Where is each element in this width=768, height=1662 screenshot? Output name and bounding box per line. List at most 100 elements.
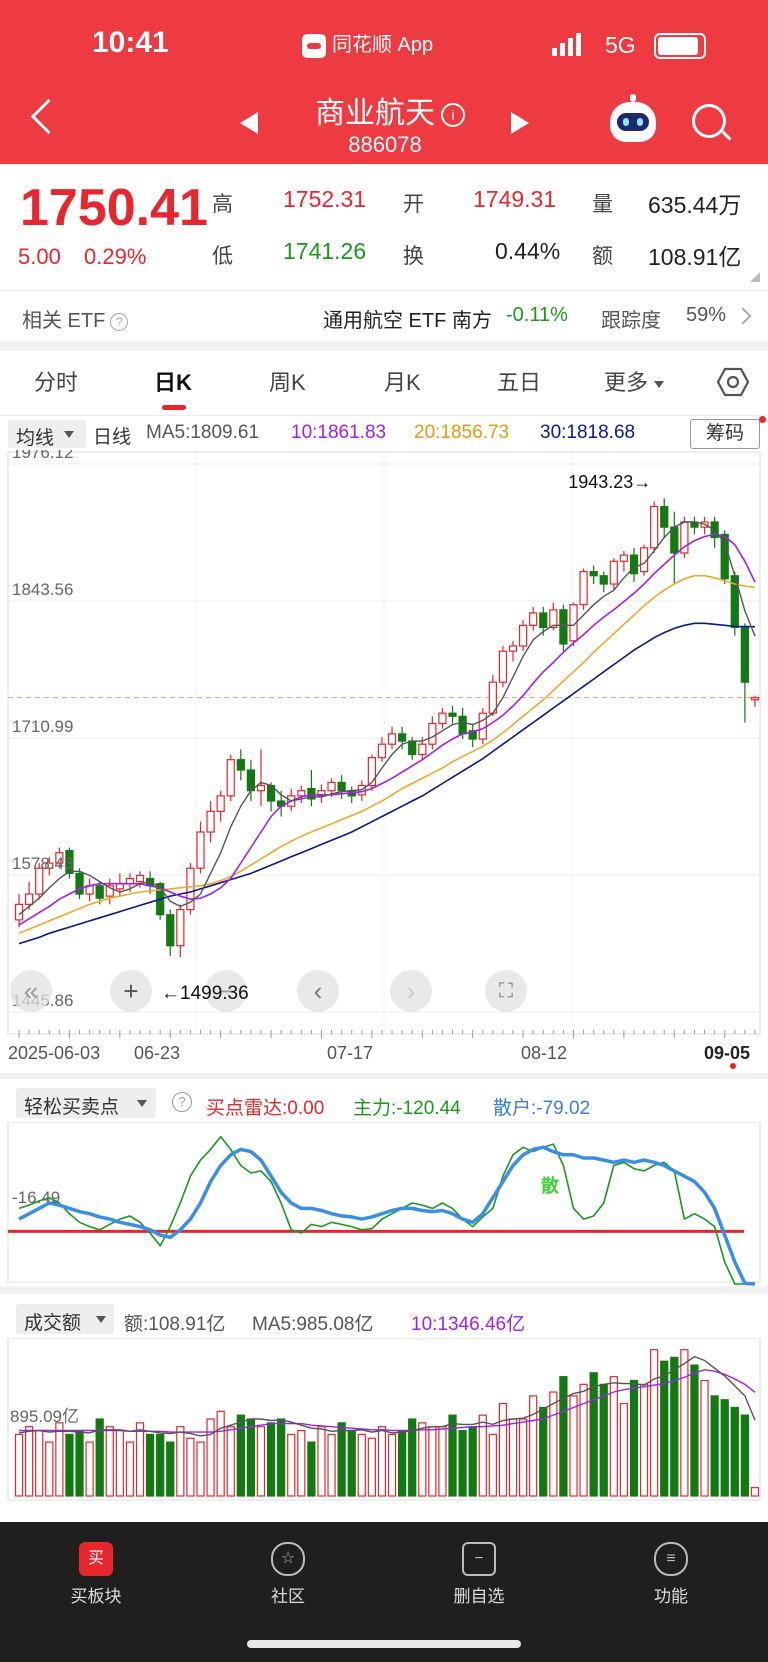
volume-bar xyxy=(408,1418,417,1497)
candle-body xyxy=(478,712,487,740)
app-header: 10:41 同花顺 App 5G 商业航天 i 886078 xyxy=(0,0,768,164)
high-label: 高 xyxy=(212,193,233,216)
price-change-pct: 0.29% xyxy=(84,244,147,269)
nav-community[interactable]: ☆ 社区 xyxy=(228,1542,348,1607)
x-label: 06-23 xyxy=(134,1043,181,1063)
tab-five-day[interactable]: 五日 xyxy=(497,370,542,395)
collapse-left-icon[interactable]: « xyxy=(10,970,52,1012)
nav-remove-watchlist[interactable]: − 删自选 xyxy=(419,1542,539,1607)
volume-bar xyxy=(569,1395,578,1497)
tab-monthly-k[interactable]: 月K xyxy=(384,370,421,395)
volume-bar xyxy=(266,1422,276,1497)
help-icon[interactable]: ? xyxy=(172,1092,192,1112)
candle-body xyxy=(317,790,326,797)
tab-daily-k[interactable]: 日K xyxy=(154,370,192,395)
app-logo-icon xyxy=(302,33,326,58)
volume-bar xyxy=(387,1433,397,1497)
tab-weekly-k[interactable]: 周K xyxy=(269,370,306,395)
candle-body xyxy=(367,757,377,787)
candle-body xyxy=(186,867,195,911)
volume-bar xyxy=(660,1360,669,1497)
volume-indicator-select[interactable]: 成交额 xyxy=(16,1304,114,1334)
candle-body xyxy=(135,874,145,883)
volume-bar xyxy=(609,1376,618,1497)
nav-functions[interactable]: ≡ 功能 xyxy=(611,1542,731,1607)
tab-more[interactable]: 更多 xyxy=(604,365,665,397)
volume-bar xyxy=(619,1402,629,1497)
signal-chart[interactable] xyxy=(0,1122,768,1286)
zoom-in-icon[interactable]: + xyxy=(110,970,152,1012)
candle-body xyxy=(75,872,84,895)
scroll-left-icon[interactable]: ‹ xyxy=(297,970,339,1012)
menu-icon: ≡ xyxy=(654,1542,688,1576)
section-gap xyxy=(0,341,768,351)
fullscreen-icon[interactable]: ⛶ xyxy=(485,970,527,1012)
candle-body xyxy=(35,867,44,895)
candle-body xyxy=(549,609,558,629)
candle-body xyxy=(105,885,114,897)
expand-corner-icon[interactable] xyxy=(750,272,760,282)
volume-bar xyxy=(740,1414,750,1497)
volume-bar xyxy=(670,1356,679,1497)
candle-body xyxy=(599,575,608,585)
candle-body xyxy=(226,759,235,797)
current-price: 1750.41 xyxy=(20,179,208,237)
volume-bar xyxy=(397,1429,407,1497)
nav-buy-sector[interactable]: 买 买板块 xyxy=(36,1542,156,1607)
signal-frame xyxy=(7,1122,761,1283)
community-star-icon: ☆ xyxy=(271,1542,305,1576)
volume-bar xyxy=(216,1410,225,1497)
low-label: 低 xyxy=(212,245,233,268)
price-change: 5.00 xyxy=(18,244,61,269)
volume-bar xyxy=(327,1433,336,1497)
volume-chart[interactable] xyxy=(0,1338,768,1502)
kline-chart[interactable]: 1976.121843.561710.991578.431445.861943.… xyxy=(0,450,768,1070)
volume-bar xyxy=(347,1429,356,1497)
volume-bar xyxy=(206,1418,215,1497)
candle-body xyxy=(629,554,639,575)
volume-bar xyxy=(246,1418,256,1497)
zoom-out-icon[interactable]: − xyxy=(205,970,247,1012)
volume-bar xyxy=(85,1441,94,1497)
candle-body xyxy=(569,604,578,642)
signal-indicator-select[interactable]: 轻松买卖点 xyxy=(16,1088,156,1118)
volume-bar xyxy=(45,1441,54,1497)
volume-frame xyxy=(7,1338,761,1501)
robot-assistant-icon[interactable] xyxy=(610,94,656,142)
candle-body xyxy=(377,743,387,759)
help-icon[interactable]: ? xyxy=(110,312,129,331)
tab-intraday[interactable]: 分时 xyxy=(34,370,79,395)
volume-bar xyxy=(478,1414,487,1497)
candle-body xyxy=(307,788,316,800)
chips-button[interactable]: 筹码 xyxy=(690,419,760,449)
search-icon[interactable] xyxy=(692,104,732,141)
related-etf-row[interactable]: 相关 ETF? 通用航空 ETF 南方 -0.11% 跟踪度 59% xyxy=(0,291,768,341)
candle-body xyxy=(579,571,588,606)
candle-body xyxy=(650,505,659,549)
volume-bar xyxy=(135,1422,145,1497)
low-value: 1741.26 xyxy=(283,238,367,264)
x-label-end: 09-05 xyxy=(704,1043,751,1063)
volume-bar xyxy=(125,1441,135,1497)
previous-sector-icon[interactable] xyxy=(240,112,258,134)
scroll-right-icon[interactable]: › xyxy=(390,970,432,1012)
y-tick-label: 1843.56 xyxy=(12,580,73,599)
next-sector-icon[interactable] xyxy=(511,112,529,134)
volume-bar xyxy=(105,1426,114,1497)
info-icon[interactable]: i xyxy=(441,103,465,128)
candle-body xyxy=(458,715,467,735)
volume-bar xyxy=(287,1433,296,1497)
ma10-line xyxy=(18,533,756,926)
settings-hexagon-icon[interactable] xyxy=(716,367,750,402)
indicator-select[interactable]: 均线 xyxy=(8,420,86,449)
buy-radar-value: 买点雷达:0.00 xyxy=(206,1098,325,1119)
volume-bar xyxy=(256,1426,266,1497)
ma20-value: 20:1856.73 xyxy=(414,422,510,443)
volume-ma10-line xyxy=(19,1368,756,1433)
back-arrow-icon[interactable] xyxy=(30,98,67,135)
current-day-dot xyxy=(730,1063,736,1069)
candle-body xyxy=(539,612,548,629)
volume-bar xyxy=(24,1426,34,1497)
min-price-marker: ←1499.36 xyxy=(161,983,249,1004)
ma30-value: 30:1818.68 xyxy=(540,422,636,443)
